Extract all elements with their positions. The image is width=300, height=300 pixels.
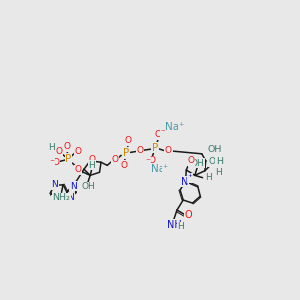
Text: O: O (88, 155, 95, 164)
Text: H: H (216, 157, 223, 166)
Text: OH: OH (81, 182, 95, 191)
Text: N: N (68, 193, 74, 202)
Text: NH₂: NH₂ (52, 193, 70, 202)
Text: O: O (188, 156, 194, 165)
Text: P: P (65, 154, 72, 164)
Text: O: O (165, 146, 172, 155)
Text: O: O (74, 166, 81, 175)
Text: O: O (120, 161, 127, 170)
Text: O: O (185, 210, 192, 220)
Text: ⁺: ⁺ (188, 173, 193, 182)
Text: P: P (124, 148, 130, 158)
Text: O: O (64, 142, 70, 152)
Text: H: H (205, 173, 212, 182)
Text: H: H (88, 161, 95, 170)
Text: O: O (112, 155, 118, 164)
Text: NH: NH (167, 220, 181, 230)
Text: N: N (70, 182, 76, 191)
Text: ⁻: ⁻ (145, 157, 150, 167)
Text: O: O (155, 130, 162, 139)
Text: O: O (136, 146, 143, 155)
Text: P: P (152, 143, 158, 153)
Text: H: H (177, 223, 184, 232)
Text: O: O (125, 136, 132, 145)
Text: Na: Na (151, 164, 165, 174)
Text: ⁻: ⁻ (160, 128, 166, 138)
Text: O: O (185, 210, 192, 220)
Text: O: O (52, 158, 60, 167)
Text: ⁻: ⁻ (49, 158, 54, 168)
Text: OH: OH (209, 157, 223, 166)
Text: NH: NH (167, 220, 182, 230)
Text: Na: Na (165, 122, 179, 132)
Text: H: H (215, 168, 222, 177)
Text: N: N (181, 176, 188, 187)
Text: ⁺: ⁺ (178, 122, 184, 132)
Text: OH: OH (190, 158, 204, 167)
Text: O: O (74, 147, 81, 156)
Text: N: N (51, 180, 58, 189)
Text: O: O (56, 147, 63, 156)
Text: O: O (188, 157, 195, 166)
Text: N: N (51, 196, 58, 205)
Text: O: O (149, 156, 156, 165)
Text: H: H (178, 223, 184, 232)
Text: OH: OH (207, 146, 221, 154)
Text: ⁺: ⁺ (163, 164, 168, 174)
Text: H: H (48, 143, 55, 152)
